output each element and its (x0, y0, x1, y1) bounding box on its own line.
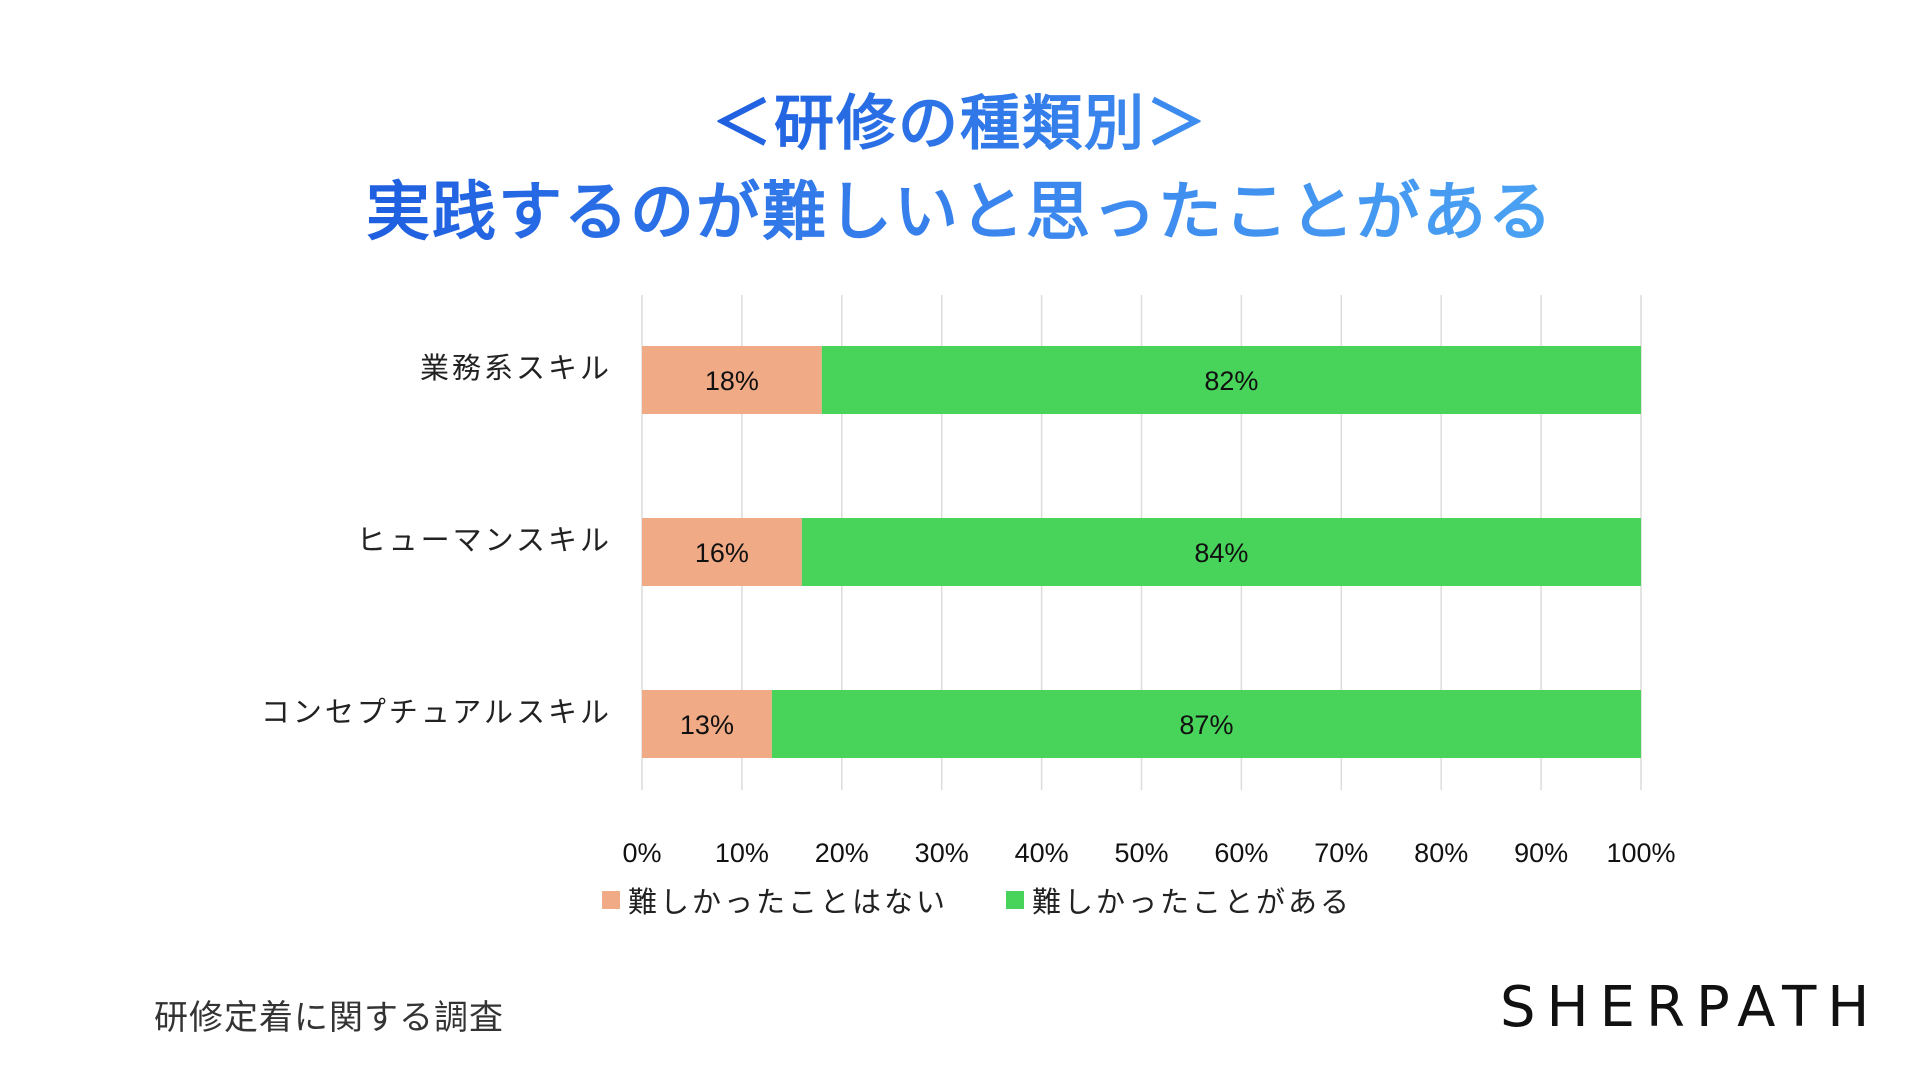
legend-item-no: 難しかったことはない (602, 879, 948, 921)
survey-footnote: 研修定着に関する調査 (154, 998, 504, 1038)
data-label: 18% (705, 366, 759, 396)
data-label: 87% (1179, 710, 1233, 740)
bar-segment (801, 518, 1641, 586)
x-tick-label: 30% (915, 838, 969, 868)
data-label: 16% (695, 538, 749, 568)
x-tick-label: 70% (1314, 838, 1368, 868)
chart-title-line2: 実践するのが難しいと思ったことがある (366, 176, 1554, 250)
sherpath-logo: SHERPATH (1500, 975, 1881, 1040)
bar-segment (642, 690, 772, 758)
x-tick-label: 10% (715, 838, 769, 868)
category-label: コンセプチュアルスキル (261, 695, 612, 729)
legend: 難しかったことはない 難しかったことがある (602, 880, 1410, 920)
data-label: 82% (1204, 366, 1258, 396)
x-tick-label: 80% (1414, 838, 1468, 868)
x-tick-label: 40% (1015, 838, 1069, 868)
legend-label-yes: 難しかったことがある (1032, 885, 1353, 919)
legend-swatch-no (602, 891, 620, 909)
bar-segment (771, 690, 1641, 758)
chart-title: ＜研修の種類別＞ 実践するのが難しいと思ったことがある (0, 88, 1920, 252)
bar-segment (642, 346, 822, 414)
x-tick-label: 100% (1606, 838, 1675, 868)
x-tick-label: 60% (1214, 838, 1268, 868)
data-label: 84% (1194, 538, 1248, 568)
bar-segment (642, 518, 802, 586)
x-tick-label: 0% (622, 838, 661, 868)
legend-label-no: 難しかったことはない (628, 885, 949, 919)
bar-segment (821, 346, 1641, 414)
legend-swatch-yes (1006, 891, 1025, 909)
legend-item-yes: 難しかったことがある (1006, 879, 1352, 921)
category-label: 業務系スキル (420, 351, 612, 385)
chart-title-line1: ＜研修の種類別＞ (712, 89, 1208, 159)
x-tick-label: 50% (1114, 838, 1168, 868)
bars (642, 346, 1641, 758)
data-label: 13% (680, 710, 734, 740)
category-label: ヒューマンスキル (357, 523, 612, 557)
data-labels: 18% 82% 16% 84% 13% 87% (680, 366, 1259, 740)
x-axis-tick-labels: 0% 10% 20% 30% 40% 50% 60% 70% 80% 90% 100% (622, 838, 1675, 868)
x-tick-label: 90% (1514, 838, 1568, 868)
x-tick-label: 20% (815, 838, 869, 868)
